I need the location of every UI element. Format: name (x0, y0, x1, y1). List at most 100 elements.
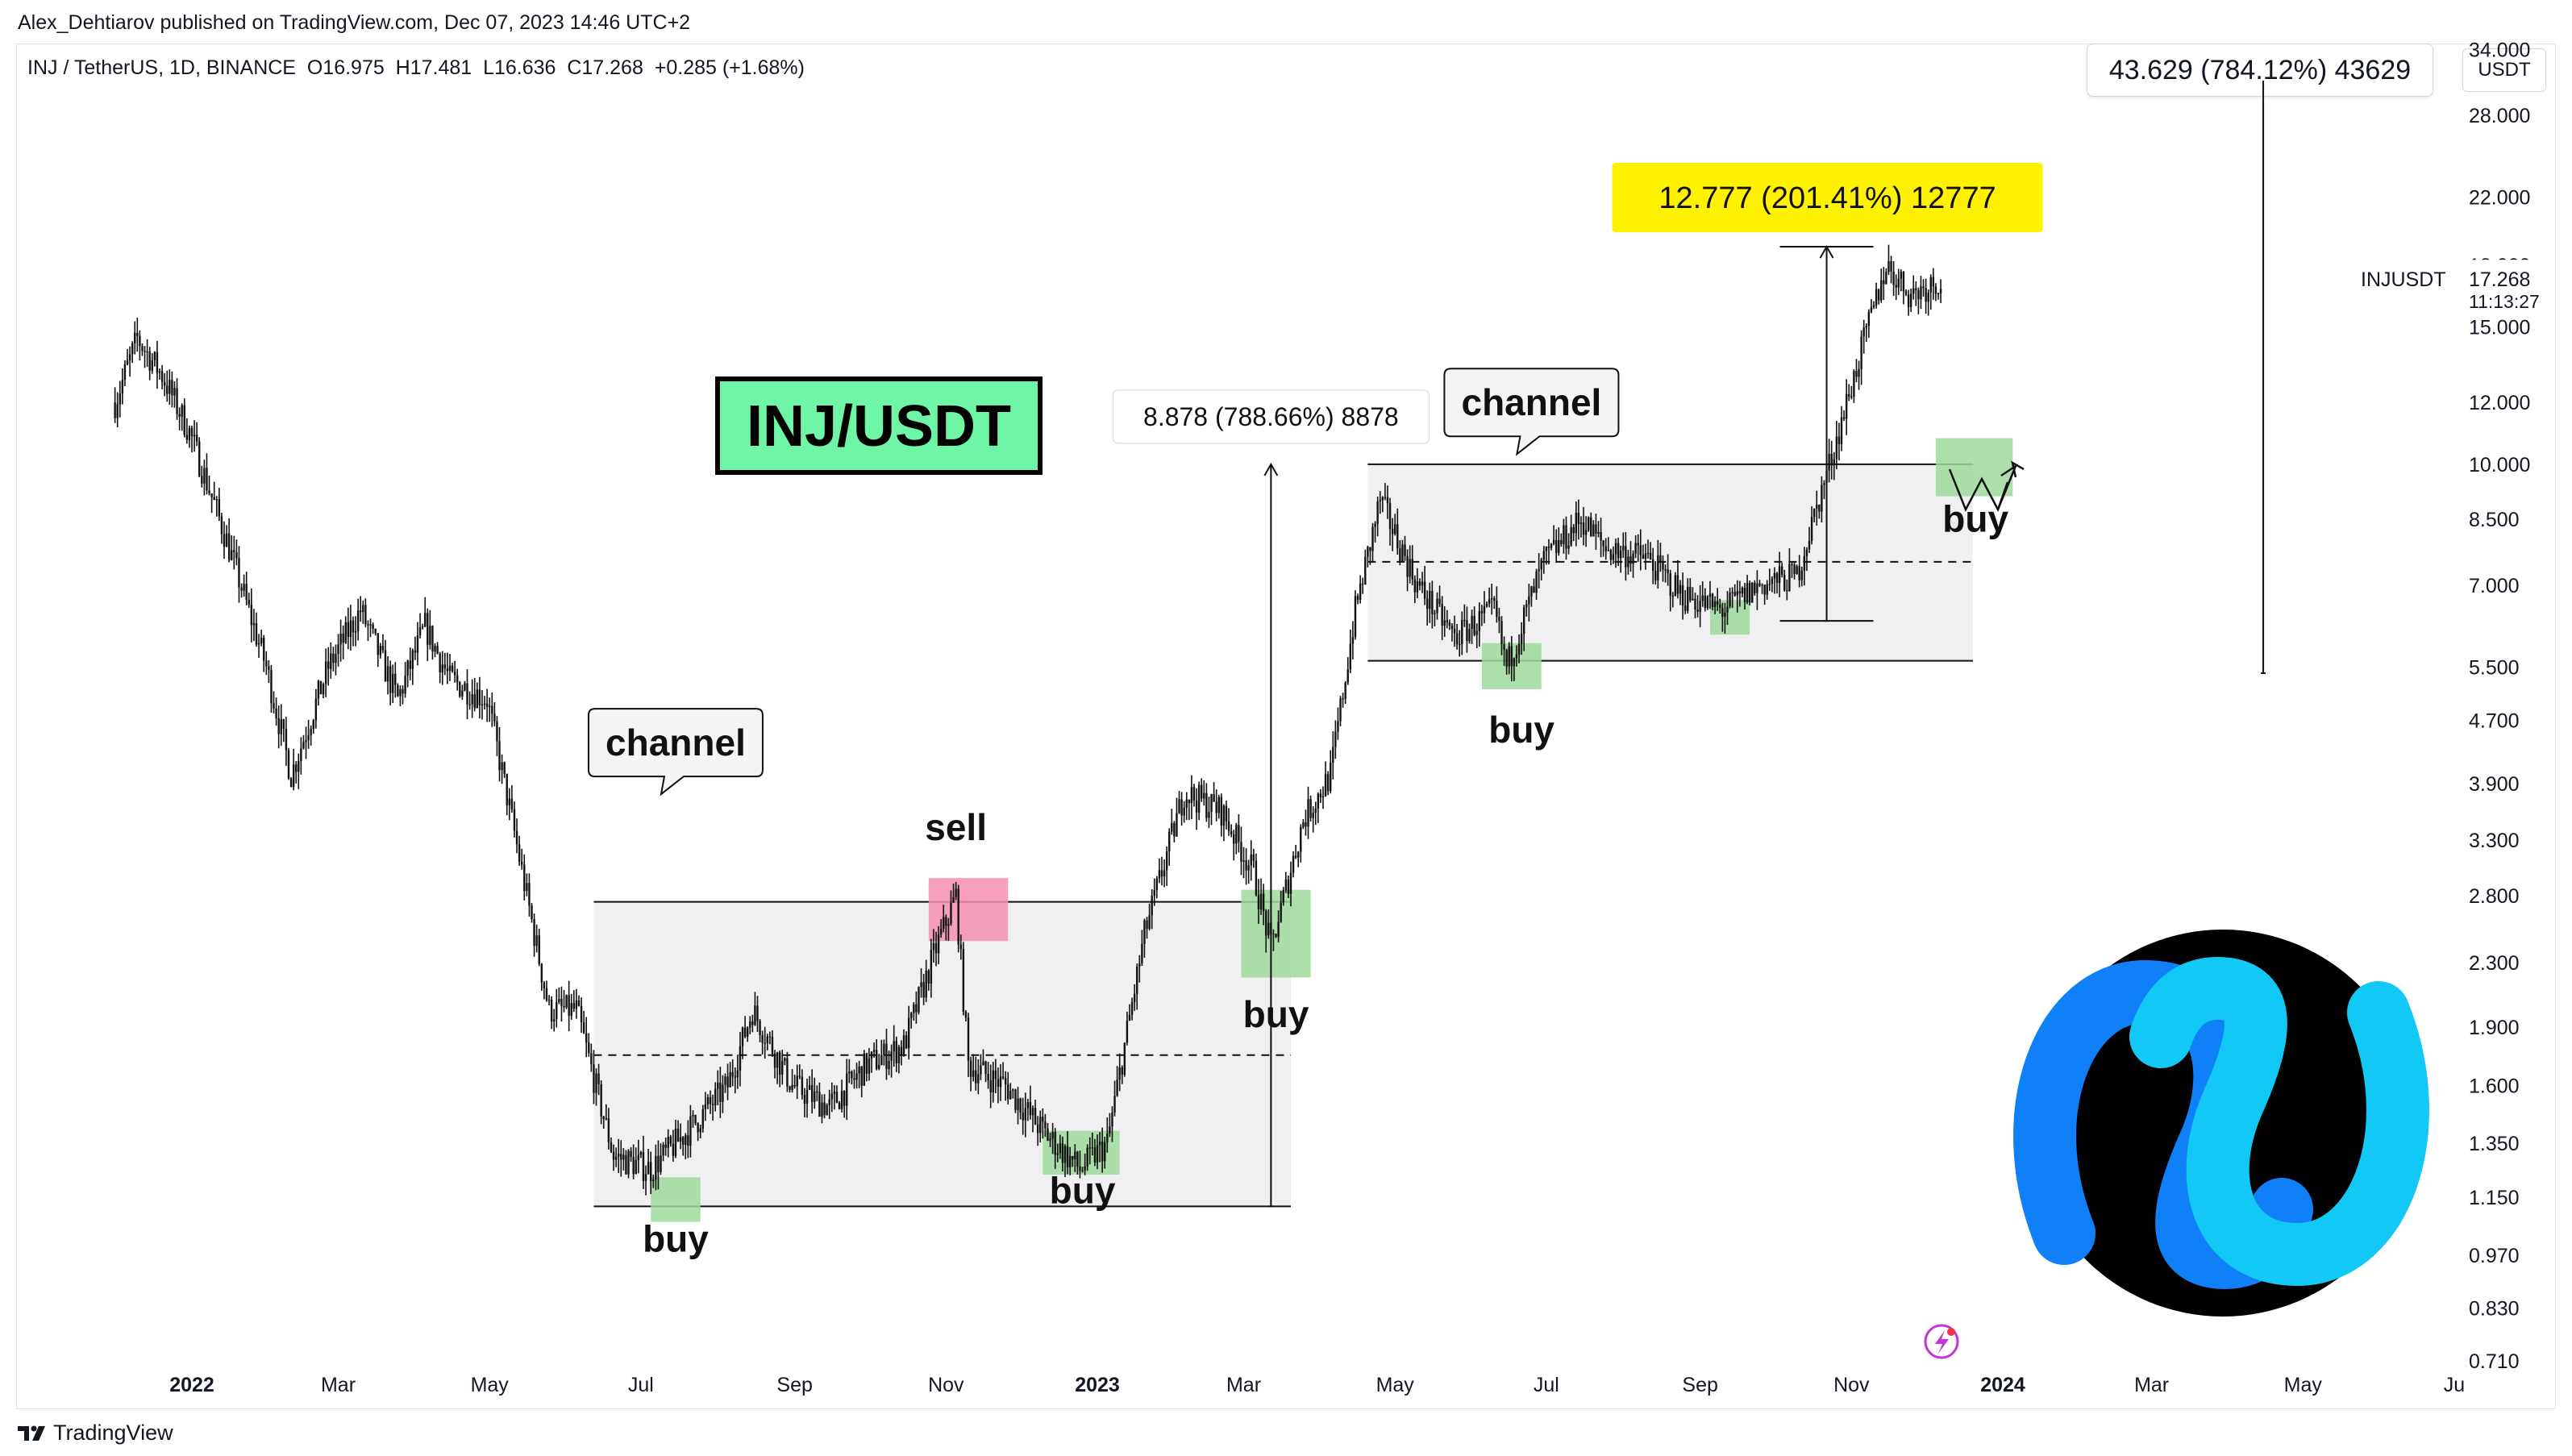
candle-body (1031, 1108, 1034, 1116)
candle-body (722, 1084, 724, 1102)
candle-body (427, 613, 429, 645)
candle-body (1091, 1147, 1094, 1149)
candle-body (515, 830, 518, 845)
candle-body (649, 1162, 652, 1182)
candle-body (1798, 566, 1800, 580)
candle-body (607, 1117, 610, 1142)
candle-body (310, 729, 312, 736)
candle-body (853, 1078, 855, 1080)
candle-body (1828, 453, 1830, 471)
candle-body (1079, 1167, 1081, 1171)
buy-zone[interactable] (651, 1177, 701, 1222)
candle-body (1793, 564, 1796, 574)
candle-body (731, 1071, 734, 1077)
candle-body (1587, 517, 1590, 530)
price-tick: 12.000 (2469, 392, 2530, 414)
candle-body (1932, 277, 1935, 287)
candle-body (1756, 583, 1758, 593)
candle-body (1604, 546, 1607, 551)
candle-body (1039, 1117, 1042, 1134)
candle-body (1885, 272, 1887, 285)
candle-body (1305, 822, 1307, 827)
candle-body (1483, 605, 1486, 614)
candle-body (1324, 774, 1327, 797)
candle-body (451, 665, 454, 672)
candle-body (252, 623, 256, 626)
candle-body (1812, 508, 1816, 518)
measure-label-right[interactable]: 43.629 (784.12%) 43629 (2087, 44, 2433, 97)
candle-body (231, 550, 233, 560)
candle-body (1711, 593, 1714, 607)
symbol-info[interactable]: INJ / TetherUS, 1D, BINANCE O16.975 H17.… (27, 56, 805, 79)
price-tick: 28.000 (2469, 105, 2530, 127)
candle-body (1213, 794, 1215, 802)
candle-body (679, 1137, 682, 1142)
candle-body (1351, 637, 1355, 644)
candle-body (823, 1102, 826, 1116)
currency-button[interactable]: USDT (2462, 48, 2546, 92)
candle-body (1840, 417, 1843, 444)
lightning-icon[interactable] (1924, 1324, 1959, 1359)
candle-body (1538, 569, 1540, 572)
candle-body (1101, 1141, 1104, 1162)
candle-body (1217, 797, 1220, 813)
candle-body (1780, 566, 1783, 575)
candle-body (660, 1155, 662, 1172)
channel-rect[interactable] (593, 901, 1291, 1207)
candle-body (280, 719, 282, 734)
candle-body (1540, 560, 1542, 570)
candle-body (1051, 1132, 1054, 1139)
candle-body (1059, 1143, 1062, 1154)
candle-body (1622, 546, 1625, 551)
candle-body (810, 1084, 814, 1102)
candle-body (1704, 595, 1706, 609)
callout-bubble[interactable] (587, 708, 764, 797)
candle-body (833, 1092, 836, 1094)
candle-body (1349, 643, 1352, 670)
time-tick: May (2284, 1374, 2323, 1396)
buy-zone[interactable] (1935, 438, 2013, 497)
candle-body (943, 917, 945, 930)
tradingview-logo[interactable]: TradingView (18, 1421, 173, 1446)
candle-body (528, 883, 531, 906)
candle-body (285, 728, 288, 751)
candle-body (183, 405, 185, 435)
candle-body (1416, 581, 1419, 593)
callout-bubble[interactable] (1443, 368, 1620, 456)
candle-body (918, 987, 920, 1013)
chart-frame (16, 44, 2556, 1409)
candle-body (518, 844, 521, 862)
candle-body (1210, 794, 1213, 813)
candle-body (754, 1005, 756, 1025)
channel-rect[interactable] (1367, 464, 1974, 661)
candle-body (743, 1027, 747, 1037)
candle-body (1235, 825, 1238, 844)
candle-body (1277, 921, 1280, 938)
candle-body (1411, 559, 1413, 580)
candle-body (1367, 547, 1369, 557)
candle-body (531, 905, 533, 920)
candle-body (786, 1058, 789, 1087)
candle-body (1676, 575, 1679, 594)
candle-body (1332, 747, 1334, 763)
candle-body (984, 1061, 987, 1074)
candle-body (872, 1050, 876, 1052)
measure-label-yellow-box[interactable] (1612, 163, 2043, 233)
candle-body (1545, 547, 1548, 551)
candle-body (1614, 543, 1617, 555)
candle-body (1314, 808, 1317, 813)
measure-label-box[interactable] (1112, 389, 1430, 444)
candle-body (1758, 583, 1761, 586)
candle-body (1391, 528, 1394, 535)
candle-body (243, 584, 245, 591)
time-tick: Jul (1534, 1374, 1559, 1396)
candle-body (1473, 616, 1475, 635)
candle-body (1805, 549, 1808, 556)
candle-body (1004, 1078, 1007, 1085)
candle-body (1671, 595, 1674, 597)
publisher-line: Alex_Dehtiarov published on TradingView.… (18, 11, 691, 34)
candle-body (756, 1005, 759, 1021)
candle-body (1528, 596, 1530, 605)
candle-body (1716, 601, 1719, 605)
